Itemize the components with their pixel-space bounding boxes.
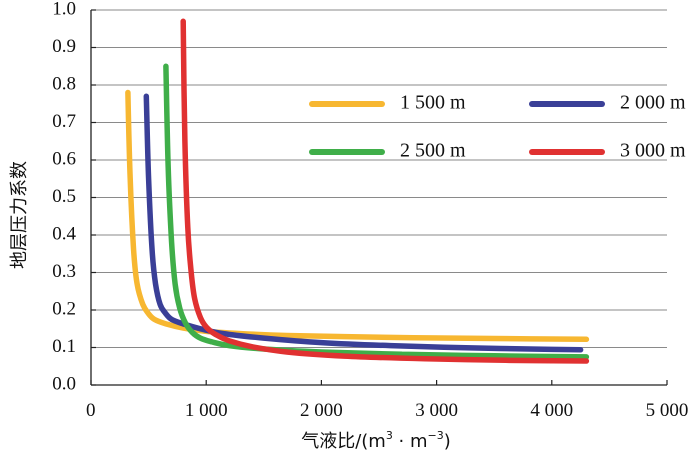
y-axis-title: 地层压力系数 [9, 161, 30, 269]
series-lines [125, 18, 590, 364]
x-tick-label-2: 2 000 [300, 400, 343, 421]
legend-label-1: 2 000 m [620, 92, 686, 114]
x-axis-title-sup2: −3 [428, 429, 444, 442]
y-tick-label-9: 0.9 [52, 36, 76, 57]
x-axis-title-main: 气液比/(m [301, 431, 386, 452]
y-tick-label-6: 0.6 [52, 148, 76, 169]
series-line-1 [143, 93, 584, 353]
series-line-3 [180, 18, 590, 364]
y-tick-label-0: 0.0 [52, 373, 76, 394]
x-tick-label-0: 0 [86, 400, 96, 421]
x-axis-title: 气液比/(m3 · m−3) [301, 429, 451, 452]
legend-label-2: 2 500 m [400, 140, 466, 162]
x-tick-label-5: 5 000 [646, 400, 689, 421]
legend-label-3: 3 000 m [620, 140, 686, 162]
tick-labels: 0 1 000 2 000 3 000 4 000 5 000 0.0 0.1 0.2 0.3 0.… [52, 0, 688, 421]
x-axis-title-end: ) [444, 431, 451, 452]
legend-label-0: 1 500 m [400, 92, 466, 114]
legend: 1 500 m 2 000 m 2 500 m 3 000 m [309, 92, 686, 162]
x-tick-label-1: 1 000 [185, 400, 228, 421]
axes [90, 9, 668, 386]
x-axis-title-sup1: 3 [386, 429, 393, 442]
y-tick-label-3: 0.3 [52, 261, 76, 282]
series-line-2 [163, 63, 590, 360]
y-tick-label-8: 0.8 [52, 73, 76, 94]
x-tick-label-3: 3 000 [415, 400, 458, 421]
series-line-0 [125, 89, 590, 343]
y-tick-label-7: 0.7 [52, 111, 76, 132]
y-tick-label-5: 0.5 [52, 186, 76, 207]
x-axis-title-mid: · m [393, 431, 428, 452]
y-tick-label-2: 0.2 [52, 298, 76, 319]
y-tick-label-4: 0.4 [52, 223, 76, 244]
y-tick-label-1: 0.1 [52, 336, 76, 357]
y-tick-label-10: 1.0 [52, 0, 76, 19]
x-tick-label-4: 4 000 [530, 400, 573, 421]
